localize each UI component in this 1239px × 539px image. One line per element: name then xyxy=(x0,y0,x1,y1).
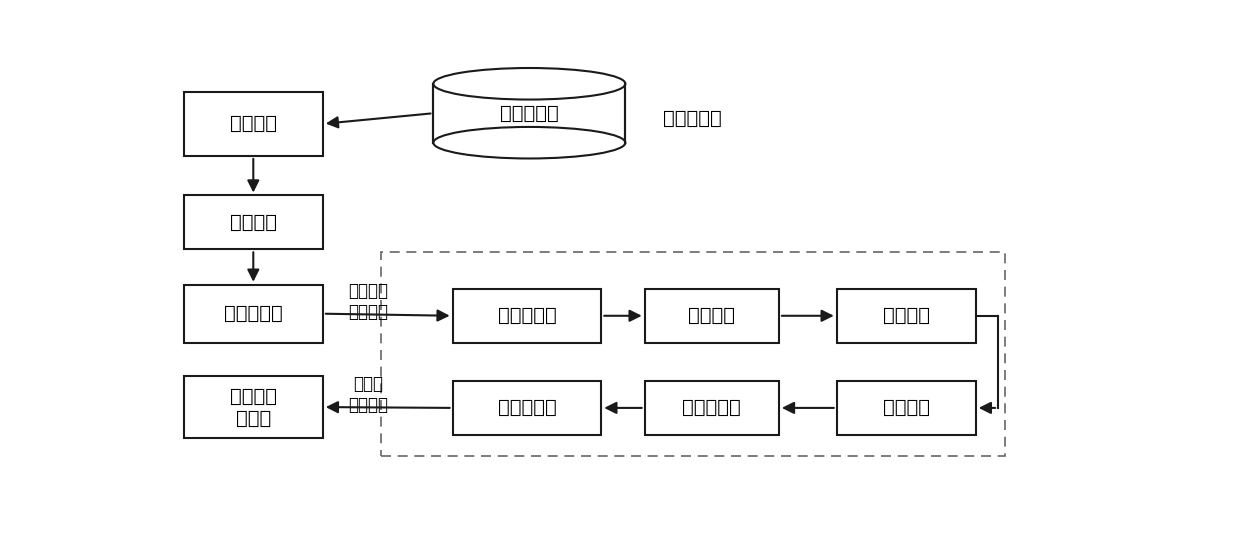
Bar xyxy=(183,376,323,438)
Text: 机器人动作: 机器人动作 xyxy=(498,398,556,417)
Bar xyxy=(452,289,601,343)
Text: 无线通讯
子系统: 无线通讯 子系统 xyxy=(229,386,276,427)
Text: 分配角色: 分配角色 xyxy=(882,398,929,417)
Ellipse shape xyxy=(434,127,626,158)
Bar xyxy=(434,84,626,143)
Text: 策略数据库: 策略数据库 xyxy=(501,103,559,123)
Text: 策略处理: 策略处理 xyxy=(229,114,276,133)
Text: 机器人管理: 机器人管理 xyxy=(683,398,741,417)
Text: 队形确定: 队形确定 xyxy=(882,306,929,325)
Text: 机器人
控制指令: 机器人 控制指令 xyxy=(348,375,388,414)
Bar xyxy=(183,285,323,343)
Bar xyxy=(836,381,976,435)
Bar xyxy=(836,289,976,343)
Text: 视觉子系统: 视觉子系统 xyxy=(224,304,282,323)
Ellipse shape xyxy=(434,68,626,100)
Bar xyxy=(183,196,323,250)
Bar xyxy=(644,289,779,343)
Text: 机器人及
球的信息: 机器人及 球的信息 xyxy=(348,282,388,321)
Bar xyxy=(380,252,1005,455)
Text: 开始比赛: 开始比赛 xyxy=(229,213,276,232)
Text: 信息预处理: 信息预处理 xyxy=(498,306,556,325)
Bar xyxy=(183,92,323,156)
Bar xyxy=(644,381,779,435)
Text: 区域分配: 区域分配 xyxy=(689,306,735,325)
Bar xyxy=(452,381,601,435)
Text: 决策子系统: 决策子系统 xyxy=(663,109,722,128)
